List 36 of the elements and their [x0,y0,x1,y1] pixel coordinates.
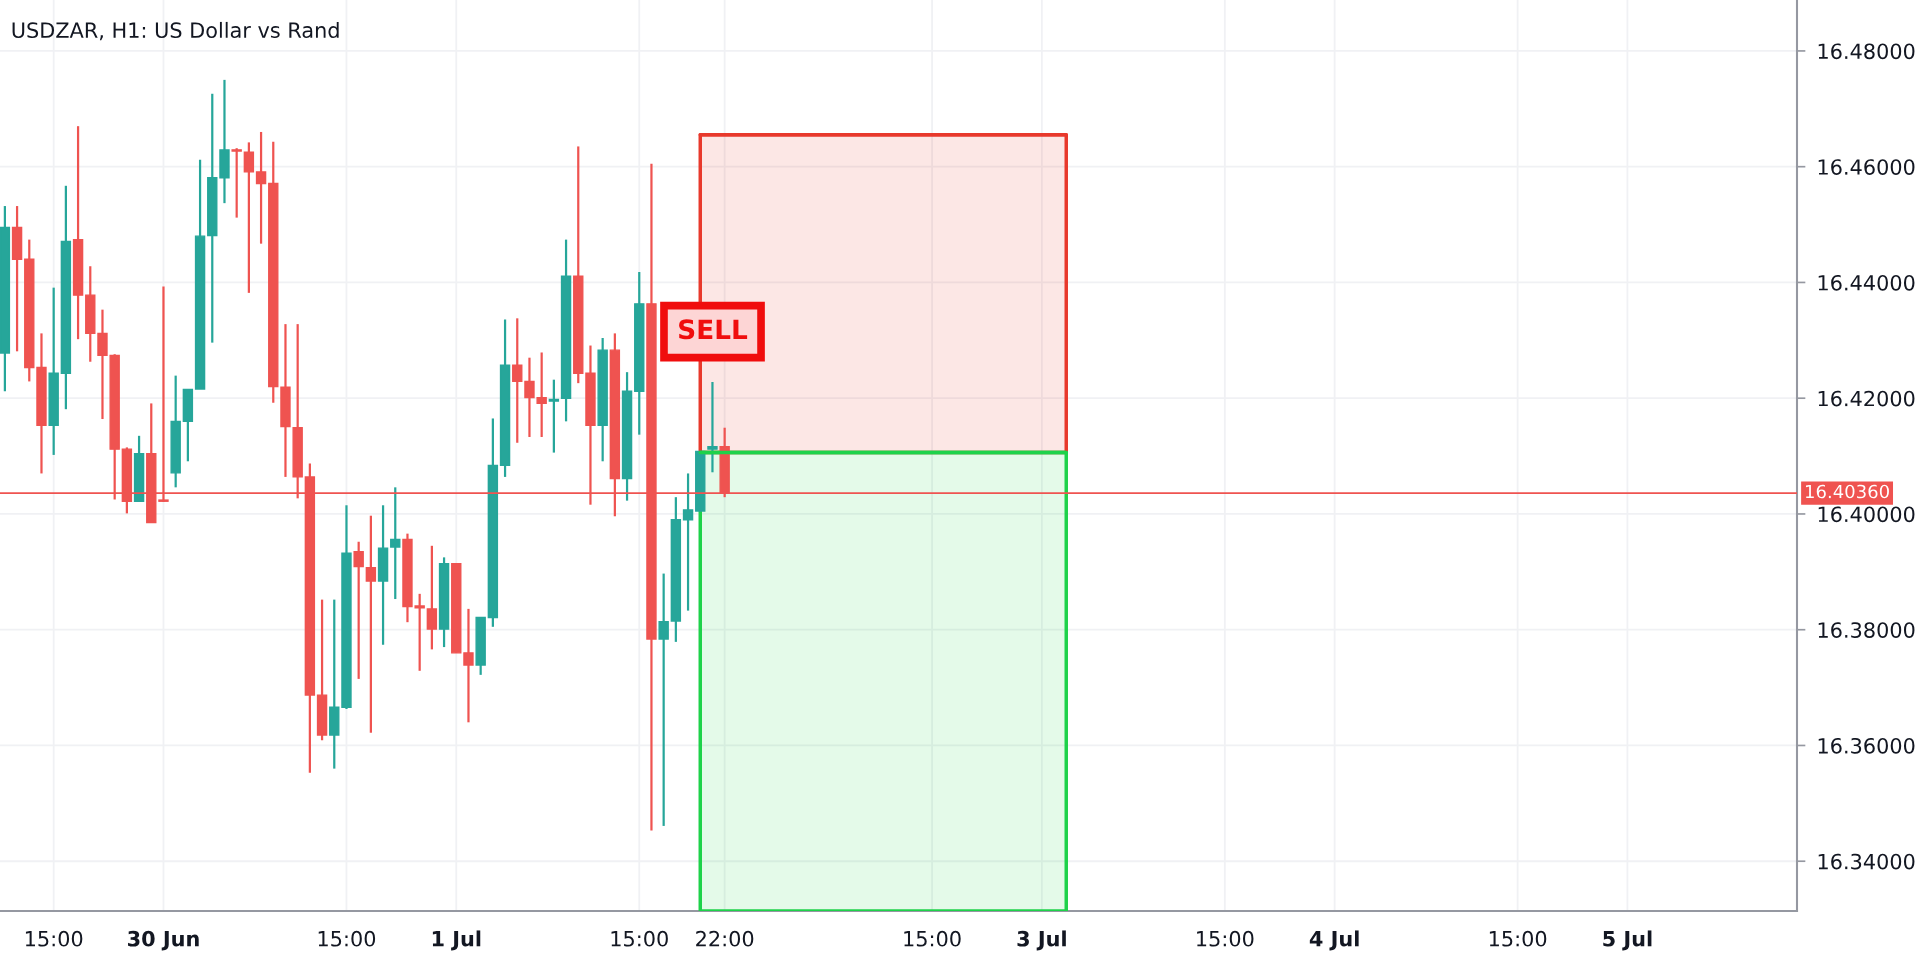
annotation: SELL [679,319,748,340]
x-tick-label: 15:00 [1489,930,1547,947]
candlestick [426,544,438,651]
x-tick-label: 3 Jul [1017,930,1066,951]
x-tick-label: 15:00 [611,930,668,947]
candlestick [390,486,401,601]
candlestick [658,572,669,828]
candlestick [231,147,242,219]
x-tick-label: 1 Jul [432,930,481,951]
x-tick-label: 15:00 [318,930,376,947]
x-tick-label: 15:00 [1197,930,1254,947]
candlestick [255,130,267,245]
candlestick [707,380,718,474]
x-tick-label: 15:00 [25,930,83,947]
candlestick [512,317,523,444]
y-tick-label: 16.34000 [1818,853,1915,870]
y-tick-label: 16.40000 [1818,506,1915,523]
candlestick [243,141,255,294]
x-tick-label: 15:00 [904,930,961,947]
y-tick-label: 16.36000 [1818,737,1915,754]
y-tick-label: 16.46000 [1818,159,1915,175]
x-tick-label: 5 Jul [1603,930,1652,951]
y-tick-label: 16.44000 [1818,274,1915,291]
y-tick-label: 16.38000 [1818,622,1915,638]
text: USDZAR, H1: US Dollar vs Rand [12,21,339,41]
ref-line-label: 16.40360 [1805,484,1889,499]
candlestick [353,540,364,681]
candlestick [682,472,694,612]
candlestick [365,514,377,734]
candlestick [548,378,560,454]
x-tick-label: 4 Jul [1309,930,1359,951]
x-tick-label: 22:00 [696,930,754,947]
y-tick-label: 16.42000 [1818,390,1915,407]
candlestick [463,607,474,724]
x-tick-label: 30 Jun [128,930,199,951]
y-tick-label: 16.48000 [1818,43,1915,60]
